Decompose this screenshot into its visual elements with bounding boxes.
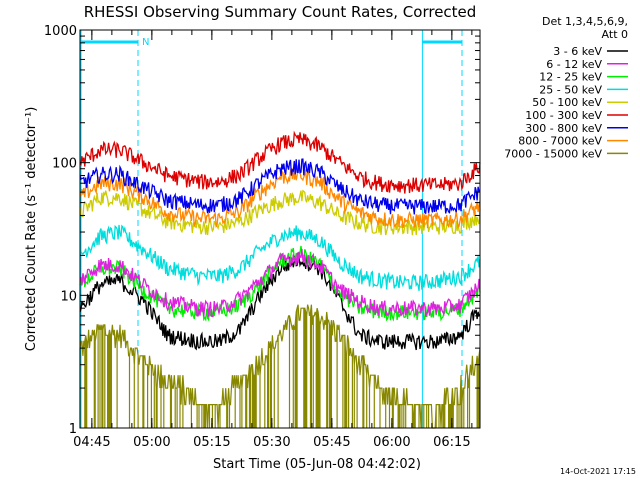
timestamp: 14-Oct-2021 17:15 bbox=[560, 467, 636, 476]
legend-entry-label: 50 - 100 keV bbox=[532, 96, 602, 109]
plot-frame bbox=[79, 29, 481, 429]
series-300-800-kev-line bbox=[79, 158, 481, 215]
x-tick-label: 05:15 bbox=[193, 435, 230, 450]
x-tick-label: 05:30 bbox=[253, 435, 290, 450]
legend-entry-label: 7000 - 15000 keV bbox=[504, 147, 602, 160]
legend-entry-label: 6 - 12 keV bbox=[546, 58, 602, 71]
y-tick-label: 1 bbox=[69, 422, 77, 437]
series-trace bbox=[79, 130, 481, 194]
series-trace bbox=[79, 158, 481, 215]
series-7000-15000-kev-line bbox=[79, 304, 481, 429]
x-axis-label: Start Time (05-Jun-08 04:42:02) bbox=[213, 457, 421, 472]
series-trace bbox=[79, 165, 481, 229]
night-flag-label: N bbox=[142, 37, 149, 48]
series-6-12-kev-line bbox=[79, 249, 481, 318]
series-trace bbox=[79, 224, 481, 291]
legend-header-line-2: Att 0 bbox=[602, 28, 628, 41]
legend-entry-label: 3 - 6 keV bbox=[553, 45, 602, 58]
series-50-100-kev-line bbox=[79, 189, 481, 236]
series-3-6-kev-line bbox=[79, 252, 481, 351]
legend-entry-label: 100 - 300 keV bbox=[525, 109, 602, 122]
x-axis: 04:45 05:00 05:15 05:30 05:45 06:00 06:15 bbox=[73, 30, 473, 450]
y-axis: 1 10 100 1000 bbox=[44, 24, 480, 437]
chart-title: RHESSI Observing Summary Count Rates, Co… bbox=[84, 3, 477, 21]
plot-area: N bbox=[79, 30, 481, 429]
y-axis-label: Corrected Count Rate (s⁻¹ detector⁻¹) bbox=[24, 107, 39, 352]
series-12-25-kev-line bbox=[79, 245, 481, 323]
legend-entry-label: 25 - 50 keV bbox=[539, 83, 602, 96]
series-25-50-kev-line bbox=[79, 224, 481, 291]
legend-entry-label: 800 - 7000 keV bbox=[518, 135, 602, 148]
y-tick-label: 100 bbox=[52, 157, 77, 172]
x-tick-label: 06:00 bbox=[373, 435, 410, 450]
legend-header-line-1: Det 1,3,4,5,6,9, bbox=[542, 15, 628, 28]
series-800-7000-kev-line bbox=[79, 165, 481, 229]
x-tick-label: 04:45 bbox=[73, 435, 110, 450]
series-trace bbox=[79, 249, 481, 318]
legend-entry-label: 300 - 800 keV bbox=[525, 122, 602, 135]
series-trace bbox=[79, 252, 481, 351]
legend-entry-label: 12 - 25 keV bbox=[539, 71, 602, 84]
y-tick-label: 10 bbox=[60, 289, 77, 304]
x-tick-label: 05:00 bbox=[133, 435, 170, 450]
x-tick-label: 05:45 bbox=[313, 435, 350, 450]
series-100-300-kev-line bbox=[79, 130, 481, 194]
series-trace bbox=[79, 245, 481, 323]
series-trace bbox=[79, 189, 481, 236]
y-tick-label: 1000 bbox=[44, 24, 77, 39]
series-trace bbox=[79, 304, 481, 429]
x-tick-label: 06:15 bbox=[433, 435, 470, 450]
